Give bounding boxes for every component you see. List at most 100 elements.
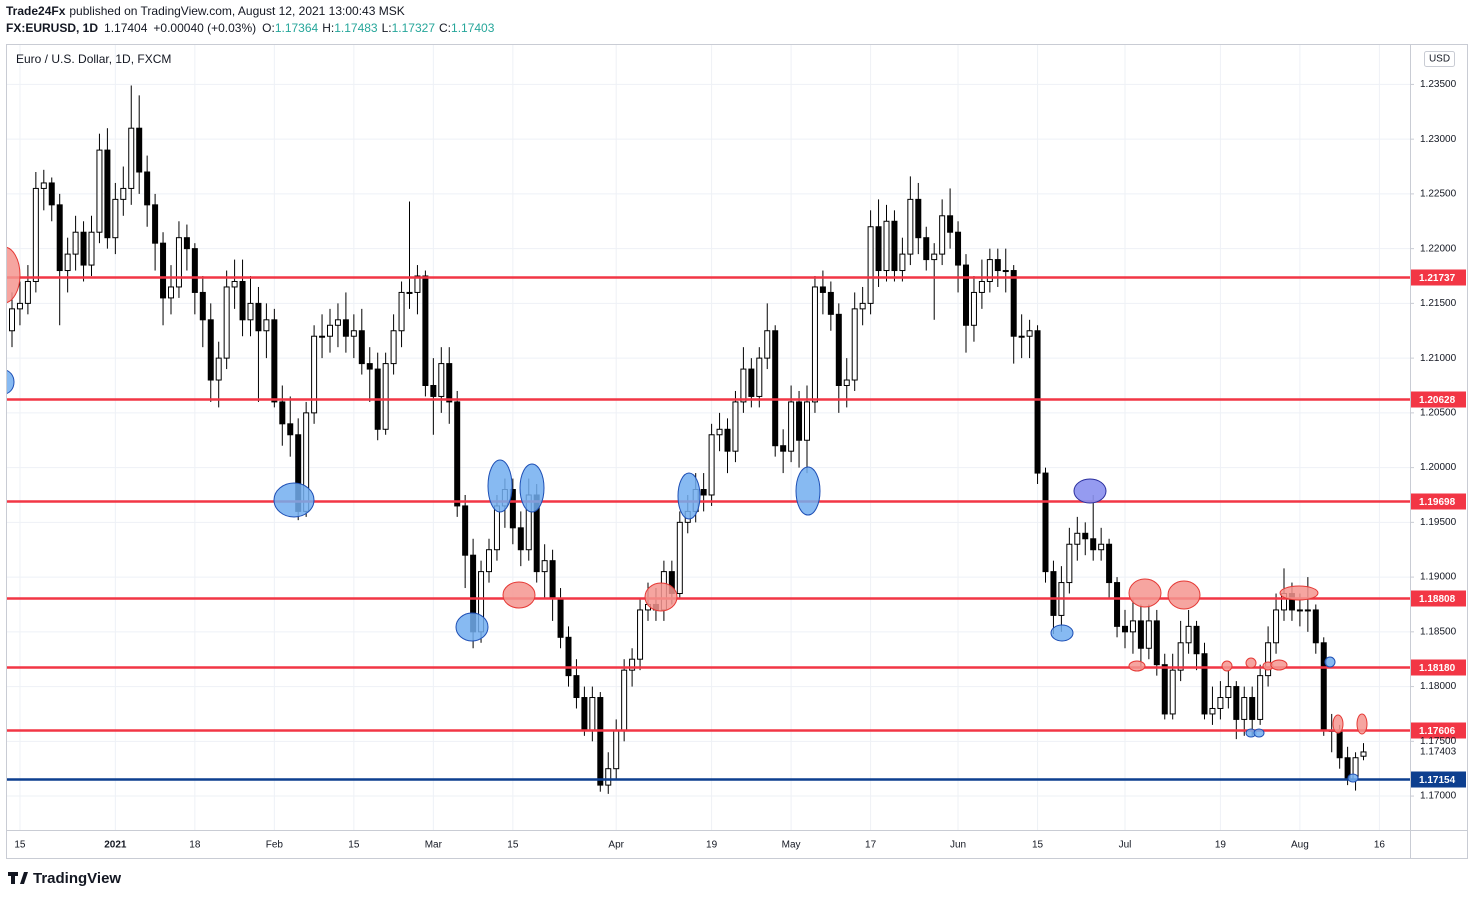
candle-body bbox=[963, 264, 969, 326]
candle-body bbox=[811, 286, 818, 403]
candle-body bbox=[88, 231, 95, 266]
x-tick-label: Jul bbox=[1119, 840, 1132, 851]
candle-body bbox=[1217, 697, 1224, 709]
candle-body bbox=[1201, 653, 1208, 715]
candle-body bbox=[144, 171, 151, 206]
ellipse bbox=[1332, 714, 1344, 734]
candle-body bbox=[72, 231, 79, 255]
level-label: 1.20628 bbox=[1419, 395, 1456, 406]
candle-body bbox=[311, 335, 318, 414]
candle-body bbox=[1304, 609, 1311, 612]
candle-body bbox=[509, 489, 516, 529]
candle-body bbox=[613, 729, 620, 770]
brand: TradingView bbox=[33, 870, 121, 887]
grid bbox=[7, 45, 1410, 830]
candle-body bbox=[175, 237, 182, 288]
candle-body bbox=[970, 291, 977, 326]
y-tick-label: 1.21500 bbox=[1420, 298, 1457, 309]
candle-body bbox=[136, 127, 143, 173]
ellipse bbox=[1221, 660, 1233, 672]
candle-body bbox=[1010, 270, 1017, 337]
candle-body bbox=[907, 198, 914, 255]
x-tick-label: 15 bbox=[1032, 840, 1044, 851]
candle-body bbox=[327, 324, 333, 337]
ellipse bbox=[273, 482, 315, 518]
candle-body bbox=[454, 401, 461, 507]
y-tick-label: 1.19000 bbox=[1420, 572, 1457, 583]
candle-body bbox=[565, 636, 572, 677]
candle-body bbox=[199, 291, 206, 321]
candle-body bbox=[819, 286, 826, 293]
candle-body bbox=[923, 237, 930, 261]
candle-body bbox=[1257, 675, 1264, 720]
last-price-label: 1.17403 bbox=[1420, 747, 1457, 758]
ellipse bbox=[1128, 660, 1146, 672]
candle-body bbox=[796, 401, 803, 441]
candle-body bbox=[1082, 532, 1089, 540]
x-tick-label: May bbox=[782, 840, 801, 851]
ellipse bbox=[487, 459, 513, 513]
candle-body bbox=[1050, 571, 1057, 616]
candle-body bbox=[1169, 669, 1176, 715]
ellipse bbox=[7, 370, 15, 394]
candle-body bbox=[629, 658, 636, 671]
ellipse bbox=[1270, 659, 1288, 671]
change: +0.00040 (+0.03%) bbox=[153, 21, 256, 35]
candle-body bbox=[1241, 697, 1248, 720]
x-tick-label: 2021 bbox=[104, 840, 127, 851]
h-label: H: bbox=[322, 21, 334, 35]
ellipse bbox=[502, 581, 536, 609]
level-label: 1.17154 bbox=[1419, 775, 1456, 786]
y-tick-label: 1.17500 bbox=[1420, 736, 1457, 747]
candle-body bbox=[1249, 697, 1256, 720]
candle-body bbox=[637, 609, 644, 660]
candle-body bbox=[740, 368, 747, 403]
candle-body bbox=[1233, 686, 1240, 720]
candle-body bbox=[128, 127, 135, 189]
candle-body bbox=[32, 187, 39, 282]
candle-body bbox=[883, 220, 890, 272]
x-tick-label: Aug bbox=[1291, 840, 1309, 851]
level-tag bbox=[1411, 590, 1466, 607]
candle-body bbox=[875, 226, 882, 272]
level-label: 1.18180 bbox=[1419, 663, 1456, 674]
candle-body bbox=[764, 330, 771, 359]
candle-body bbox=[716, 428, 723, 436]
ellipse bbox=[677, 472, 701, 520]
candle-body bbox=[414, 275, 421, 293]
candle-body bbox=[366, 363, 373, 370]
candle-body bbox=[104, 149, 111, 239]
candle-body bbox=[430, 384, 437, 397]
currency-box[interactable] bbox=[1424, 51, 1455, 67]
candle-body bbox=[891, 220, 898, 272]
ellipse bbox=[1167, 580, 1201, 610]
candle-body bbox=[827, 291, 834, 315]
x-tick-label: 19 bbox=[1215, 840, 1227, 851]
candle-body bbox=[597, 697, 604, 786]
candle-body bbox=[1074, 532, 1081, 545]
logo-icon bbox=[8, 872, 28, 884]
candle-body bbox=[334, 319, 341, 326]
x-tick-label: 15 bbox=[348, 840, 360, 851]
ellipse bbox=[1128, 578, 1162, 608]
candle-body bbox=[859, 302, 866, 310]
candle-body bbox=[947, 215, 954, 233]
level-label: 1.19698 bbox=[1419, 497, 1456, 508]
candle-body bbox=[986, 259, 993, 282]
candle-body bbox=[676, 521, 683, 595]
candle-body bbox=[724, 428, 731, 452]
candle-body bbox=[422, 275, 429, 386]
candle-body bbox=[80, 231, 87, 266]
candle-body bbox=[223, 286, 230, 359]
x-tick-label: Jun bbox=[950, 840, 966, 851]
candle-body bbox=[939, 215, 946, 255]
candle-body bbox=[342, 319, 349, 337]
candle-body bbox=[96, 149, 103, 233]
candle-body bbox=[398, 291, 405, 332]
open: 1.17364 bbox=[275, 21, 319, 35]
candle-body bbox=[541, 560, 548, 573]
candle-body bbox=[1034, 330, 1041, 474]
candle-body bbox=[358, 330, 365, 365]
candle-body bbox=[493, 505, 500, 551]
candle-body bbox=[955, 231, 962, 266]
